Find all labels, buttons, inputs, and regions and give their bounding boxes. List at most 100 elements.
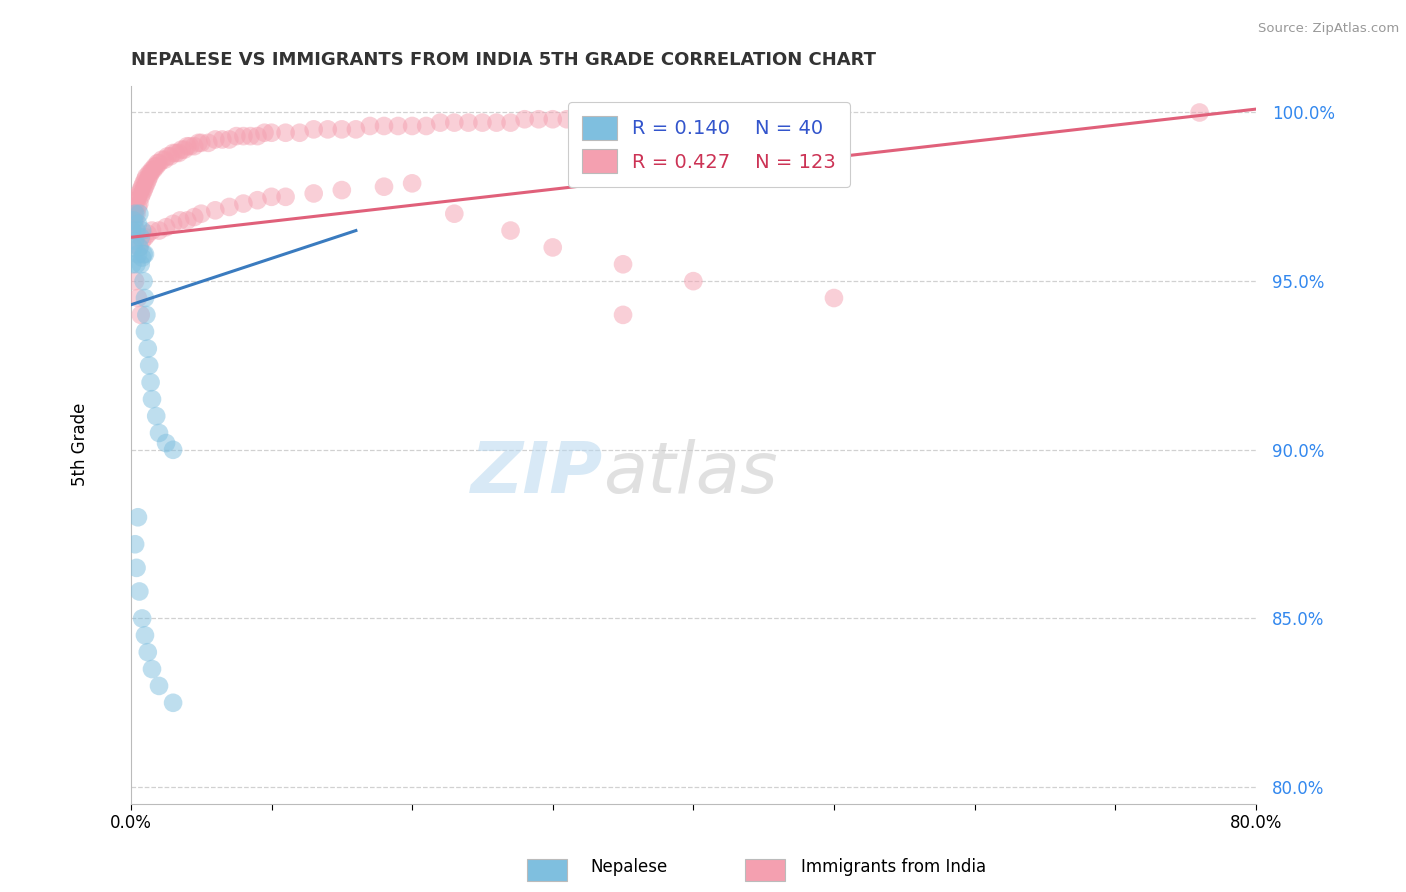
Point (682, 274, 704, 288)
Point (274, 190, 297, 204)
Point (344, 122, 367, 136)
Point (457, 115, 479, 129)
Point (794, 109, 817, 123)
Point (145, 409, 167, 423)
Point (128, 240, 150, 254)
Point (373, 119, 395, 133)
Text: atlas: atlas (603, 439, 778, 508)
Point (218, 132, 240, 146)
Point (127, 247, 149, 261)
Point (167, 145, 190, 160)
Point (121, 223, 143, 237)
Point (131, 179, 153, 194)
Point (190, 136, 212, 150)
Point (136, 342, 159, 356)
Point (131, 186, 153, 201)
Point (136, 645, 159, 659)
Point (232, 196, 254, 211)
Point (141, 662, 163, 676)
Point (316, 122, 339, 136)
Point (141, 162, 163, 177)
Point (128, 186, 150, 201)
Point (122, 240, 145, 254)
Point (156, 149, 179, 163)
Point (124, 537, 146, 551)
Point (159, 149, 181, 163)
Point (274, 126, 297, 140)
Point (246, 193, 269, 207)
Point (131, 223, 153, 237)
Point (125, 193, 148, 207)
Point (128, 240, 150, 254)
Point (179, 139, 201, 153)
Point (143, 160, 166, 174)
Point (134, 325, 156, 339)
Point (121, 223, 143, 237)
Point (132, 247, 155, 261)
Point (148, 425, 170, 440)
Point (139, 166, 162, 180)
Point (132, 274, 155, 288)
Point (129, 183, 152, 197)
Point (612, 257, 634, 271)
Point (260, 126, 283, 140)
Point (124, 274, 146, 288)
Point (738, 109, 761, 123)
Legend: R = 0.140    N = 40, R = 0.427    N = 123: R = 0.140 N = 40, R = 0.427 N = 123 (568, 103, 849, 186)
Point (654, 109, 676, 123)
Point (145, 160, 167, 174)
Point (125, 257, 148, 271)
Point (134, 173, 156, 187)
Point (134, 179, 156, 194)
Point (131, 234, 153, 248)
Point (485, 115, 508, 129)
Point (132, 177, 155, 191)
Point (541, 240, 564, 254)
Point (141, 223, 163, 237)
Point (710, 109, 733, 123)
Point (499, 223, 522, 237)
Point (129, 308, 152, 322)
Point (125, 207, 148, 221)
Text: ZIP: ZIP (471, 439, 603, 508)
Point (640, 109, 662, 123)
Point (155, 436, 177, 450)
Point (162, 442, 184, 457)
Point (260, 190, 283, 204)
Point (162, 145, 184, 160)
Point (138, 169, 160, 184)
Point (682, 109, 704, 123)
Point (569, 112, 592, 127)
Point (401, 119, 423, 133)
Point (527, 112, 550, 127)
Point (218, 200, 240, 214)
Point (626, 109, 648, 123)
Point (127, 190, 149, 204)
Point (443, 115, 465, 129)
Point (134, 291, 156, 305)
Point (330, 183, 353, 197)
Point (150, 153, 173, 167)
Point (239, 129, 262, 144)
Point (598, 112, 620, 127)
Point (135, 169, 157, 184)
Y-axis label: 5th Grade: 5th Grade (72, 403, 89, 486)
Point (134, 628, 156, 642)
Point (139, 376, 162, 390)
Point (387, 119, 409, 133)
Point (124, 213, 146, 227)
Point (162, 217, 184, 231)
Point (169, 213, 191, 227)
Point (288, 126, 311, 140)
Point (513, 112, 536, 127)
Point (146, 156, 169, 170)
Point (128, 207, 150, 221)
Point (204, 203, 226, 218)
Point (302, 122, 325, 136)
Point (170, 143, 193, 157)
Point (128, 196, 150, 211)
Point (190, 207, 212, 221)
Point (128, 584, 150, 599)
Point (131, 251, 153, 265)
Point (330, 122, 353, 136)
